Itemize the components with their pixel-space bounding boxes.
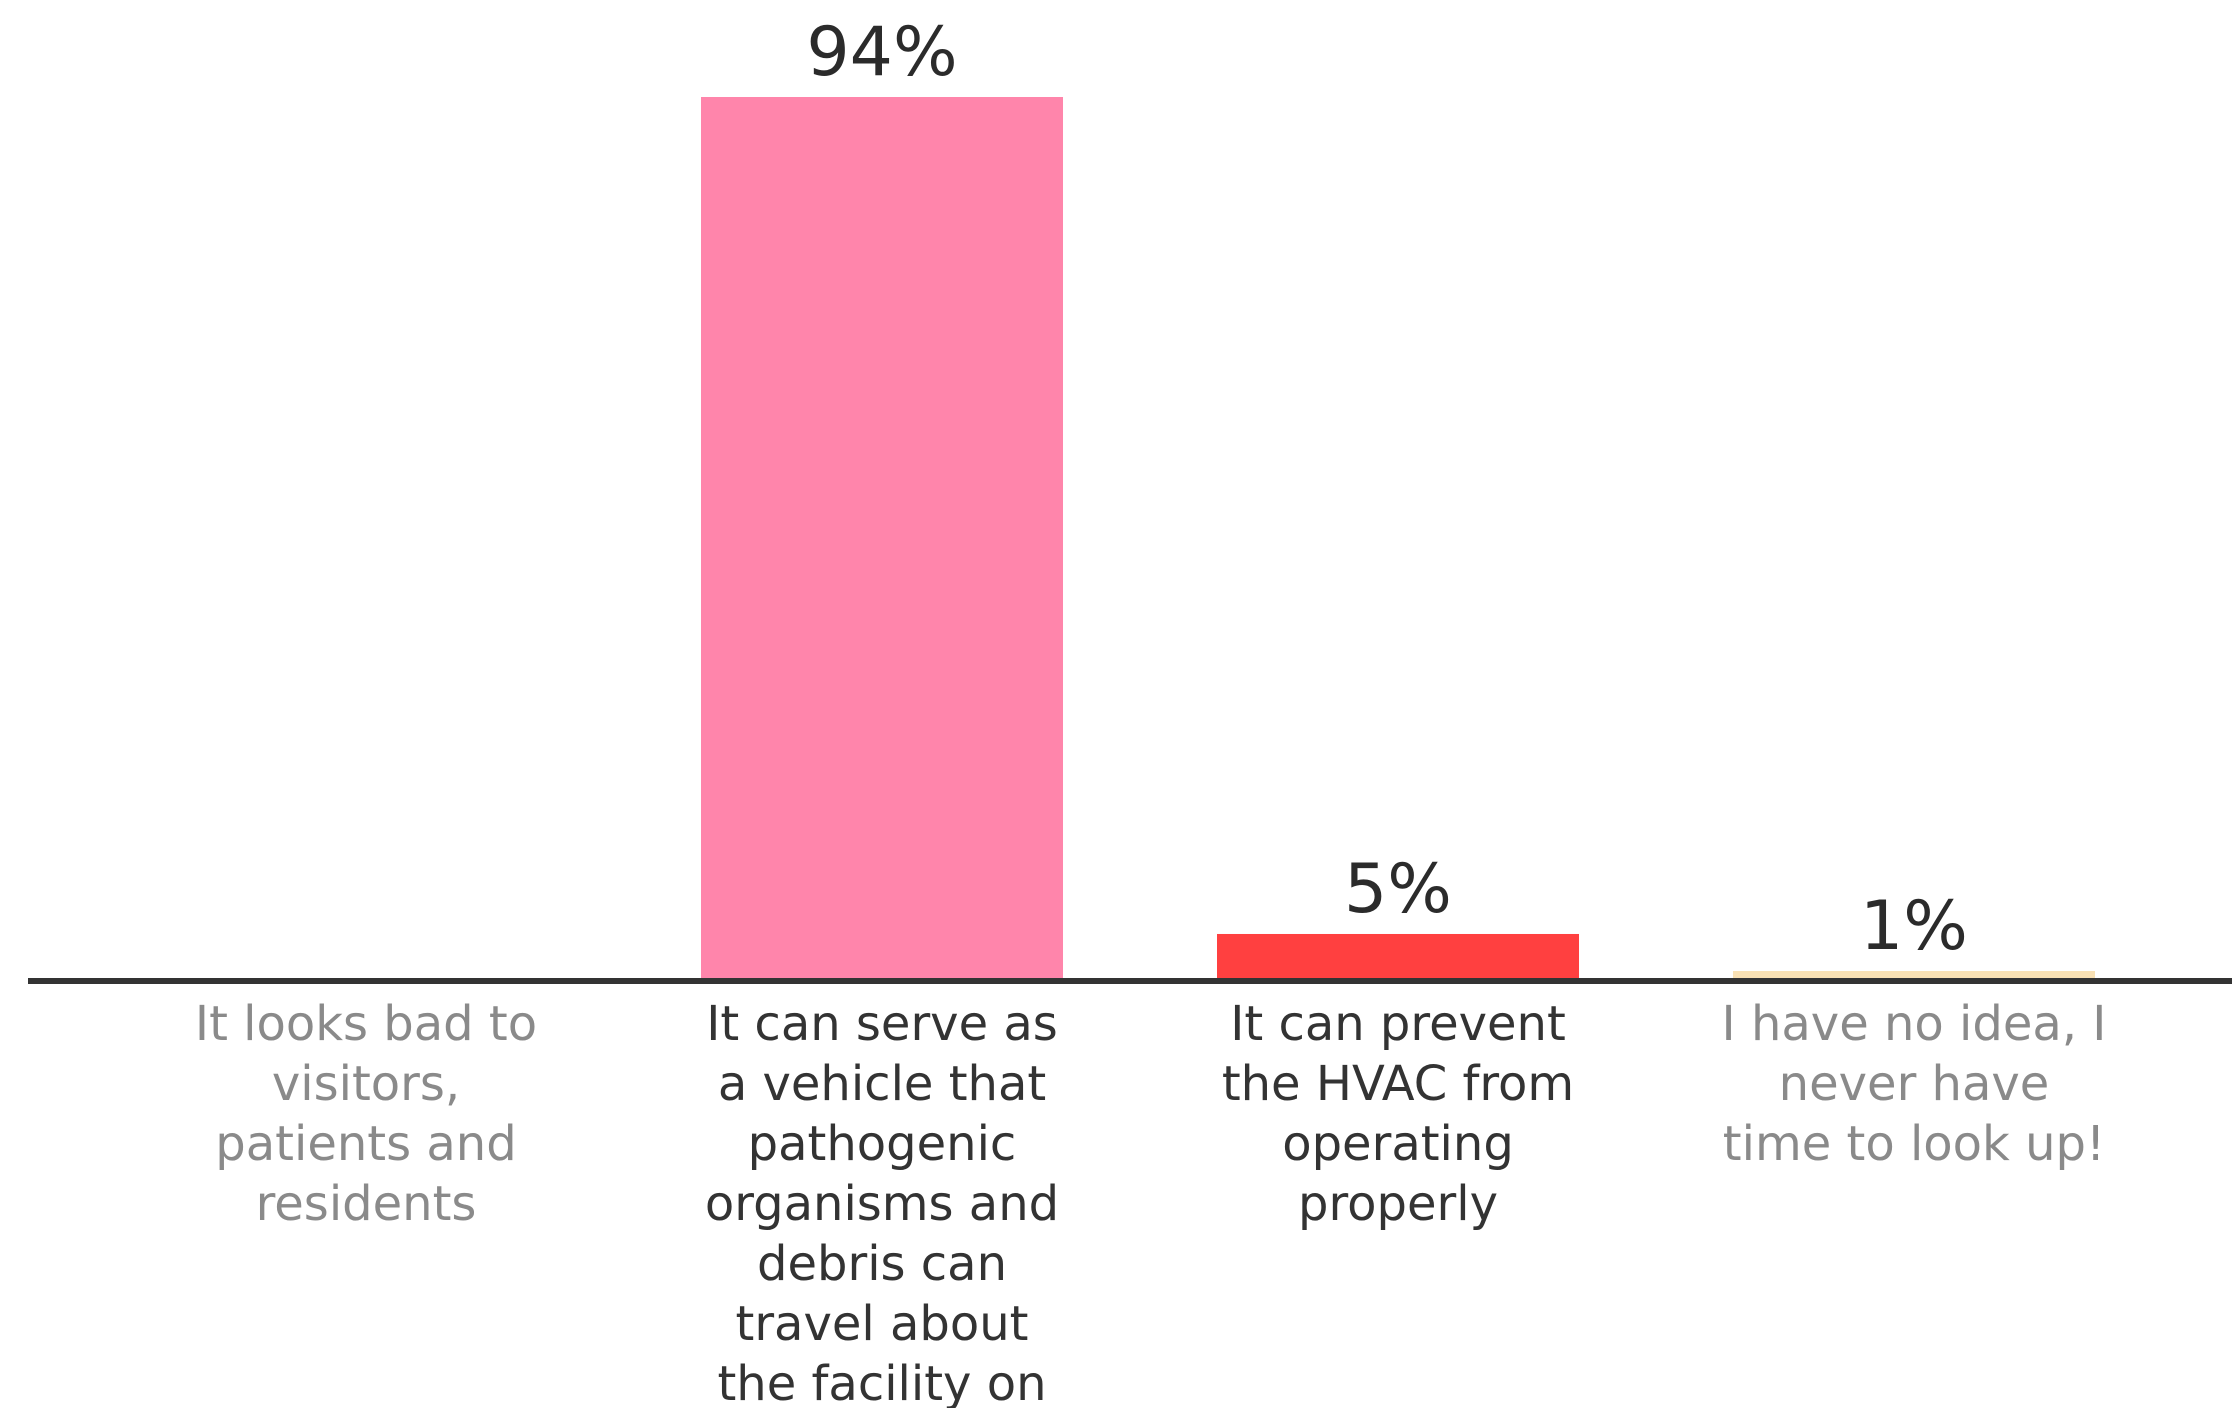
category-label-line: a vehicle that (718, 1056, 1046, 1112)
category-label-line: I have no idea, I (1722, 996, 2107, 1052)
category-label-line: the facility on (717, 1356, 1046, 1408)
bar-3 (1217, 933, 1579, 981)
category-label-line: pathogenic (748, 1116, 1017, 1172)
category-label-3: It can prevent the HVAC from operating prop… (1222, 996, 1574, 1232)
category-label-line: organisms and (705, 1176, 1059, 1232)
bars-layer (701, 97, 2095, 981)
bar-2 (701, 97, 1063, 981)
value-label-2: 94% (806, 13, 957, 92)
category-label-line: residents (256, 1176, 477, 1232)
value-labels-layer: 94% 5% 1% (806, 13, 1968, 966)
category-label-line: never have (1779, 1056, 2050, 1112)
category-label-line: It looks bad to (195, 996, 537, 1052)
category-label-1: It looks bad to visitors, patients and resi… (195, 996, 537, 1232)
category-label-line: the HVAC from (1222, 1056, 1574, 1112)
category-label-line: visitors, (272, 1056, 460, 1112)
category-label-line: It can prevent (1230, 996, 1566, 1052)
category-label-line: debris can (757, 1236, 1007, 1292)
category-label-line: patients and (215, 1116, 516, 1172)
category-label-2: It can serve as a vehicle that pathogenic o… (705, 996, 1059, 1408)
category-labels-layer: It looks bad to visitors, patients and resi… (195, 996, 2107, 1408)
category-label-line: It can serve as (706, 996, 1058, 1052)
category-label-line: time to look up! (1723, 1116, 2105, 1172)
bar-4 (1733, 971, 2095, 981)
value-label-3: 5% (1344, 850, 1452, 929)
category-label-line: travel about (736, 1296, 1029, 1352)
category-label-line: operating (1282, 1116, 1514, 1172)
category-label-line: properly (1298, 1176, 1498, 1232)
value-label-4: 1% (1860, 887, 1968, 966)
